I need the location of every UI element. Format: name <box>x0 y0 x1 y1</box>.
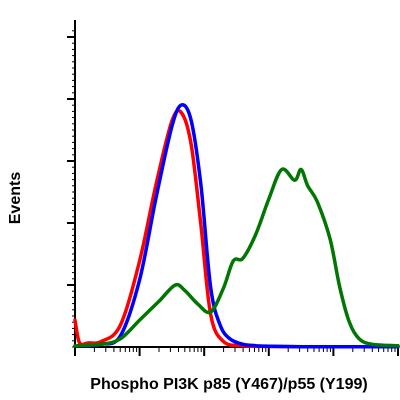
y-axis-label: Events <box>7 172 24 225</box>
series-layer <box>73 103 400 349</box>
series-line-0 <box>73 108 400 349</box>
y-axis-ticks <box>67 30 75 348</box>
series-line-2 <box>73 167 400 348</box>
x-axis-label: Phospho PI3K p85 (Y467)/p55 (Y199) <box>90 376 367 393</box>
axes <box>67 20 399 356</box>
series-line-1 <box>73 103 400 349</box>
